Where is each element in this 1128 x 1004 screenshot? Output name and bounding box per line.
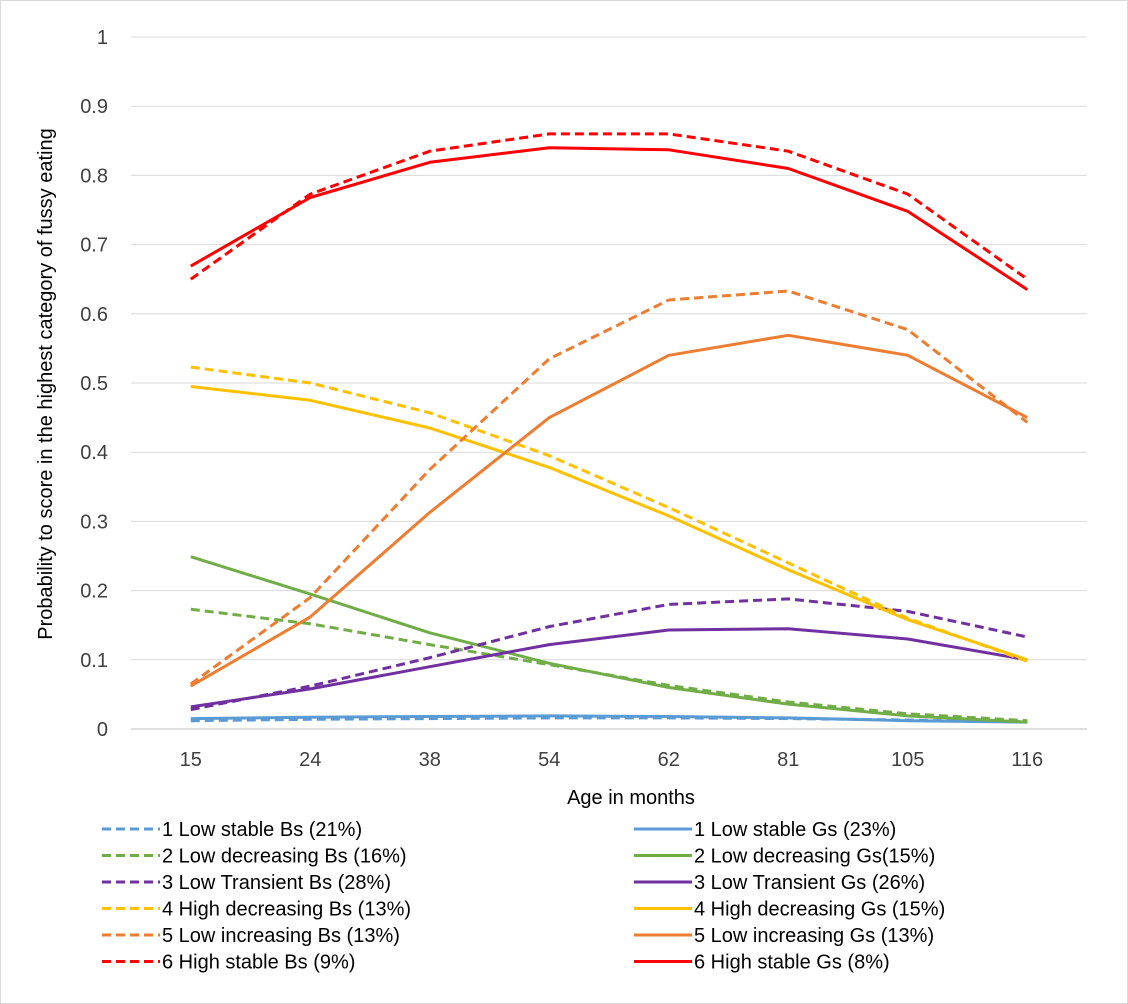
legend-label: 2 Low decreasing Bs (16%) [162, 846, 407, 868]
y-tick-label: 0.8 [80, 165, 108, 187]
series-line [190, 607, 1028, 723]
legend-item: 3 Low Transient Bs (28%) [102, 872, 391, 894]
legend-item: 4 High decreasing Gs (15%) [634, 899, 945, 921]
legend-item: 5 Low increasing Gs (13%) [634, 925, 934, 947]
gridlines [131, 36, 1087, 730]
y-tick-label: 0.9 [80, 96, 108, 118]
legend-label: 1 Low stable Gs (23%) [694, 819, 896, 841]
y-tick-label: 0 [97, 719, 108, 741]
legend: 1 Low stable Bs (21%) 1 Low stable Gs (23… [102, 819, 945, 974]
x-tick-label: 116 [1011, 749, 1043, 771]
series-line [189, 132, 1029, 281]
y-axis-label: Probability to score in the highest cate… [35, 128, 57, 639]
legend-item: 2 Low decreasing Bs (16%) [102, 846, 407, 868]
legend-label: 6 High stable Gs (8%) [694, 952, 890, 974]
legend-item: 6 High stable Gs (8%) [634, 952, 890, 974]
x-tick-label: 54 [538, 749, 560, 771]
legend-label: 4 High decreasing Gs (15%) [694, 899, 945, 921]
legend-label: 5 Low increasing Bs (13%) [162, 925, 400, 947]
series-line [190, 333, 1028, 688]
series-line [190, 627, 1028, 709]
legend-label: 1 Low stable Bs (21%) [162, 819, 362, 841]
series-line [190, 146, 1029, 291]
y-axis-ticks: 0 0.1 0.2 0.3 0.4 0.5 0.6 0.7 0.8 0.9 1 [80, 27, 108, 741]
legend-item: 5 Low increasing Bs (13%) [102, 925, 400, 947]
legend-label: 6 High stable Bs (9%) [162, 952, 355, 974]
x-tick-label: 24 [299, 749, 321, 771]
legend-label: 3 Low Transient Gs (26%) [694, 872, 925, 894]
legend-item: 6 High stable Bs (9%) [102, 952, 355, 974]
series-line [189, 289, 1029, 686]
y-tick-label: 0.4 [80, 442, 108, 464]
x-tick-label: 15 [180, 749, 202, 771]
legend-item: 1 Low stable Bs (21%) [102, 819, 362, 841]
x-axis-ticks: 15 24 38 54 62 81 105 116 [180, 749, 1044, 771]
series-line [190, 365, 1028, 663]
x-tick-label: 81 [777, 749, 799, 771]
legend-item: 1 Low stable Gs (23%) [634, 819, 896, 841]
y-tick-label: 0.2 [80, 581, 108, 603]
x-tick-label: 105 [891, 749, 924, 771]
y-tick-label: 0.5 [80, 373, 108, 395]
legend-item: 2 Low decreasing Gs(15%) [634, 846, 935, 868]
legend-label: 3 Low Transient Bs (28%) [162, 872, 391, 894]
legend-label: 5 Low increasing Gs (13%) [694, 925, 934, 947]
series-line [190, 714, 1028, 724]
legend-item: 3 Low Transient Gs (26%) [634, 872, 925, 894]
y-tick-label: 0.6 [80, 304, 108, 326]
y-tick-label: 0.3 [80, 511, 108, 533]
legend-label: 4 High decreasing Bs (13%) [162, 899, 411, 921]
x-axis-label: Age in months [567, 787, 695, 809]
series-line [190, 385, 1028, 662]
legend-label: 2 Low decreasing Gs(15%) [694, 846, 935, 868]
x-tick-label: 62 [658, 749, 680, 771]
x-tick-label: 38 [419, 749, 441, 771]
y-tick-label: 1 [97, 27, 108, 49]
legend-item: 4 High decreasing Bs (13%) [102, 899, 411, 921]
y-tick-label: 0.1 [80, 650, 108, 672]
series-lines [189, 132, 1029, 724]
series-line [190, 597, 1028, 712]
y-tick-label: 0.7 [80, 235, 108, 257]
